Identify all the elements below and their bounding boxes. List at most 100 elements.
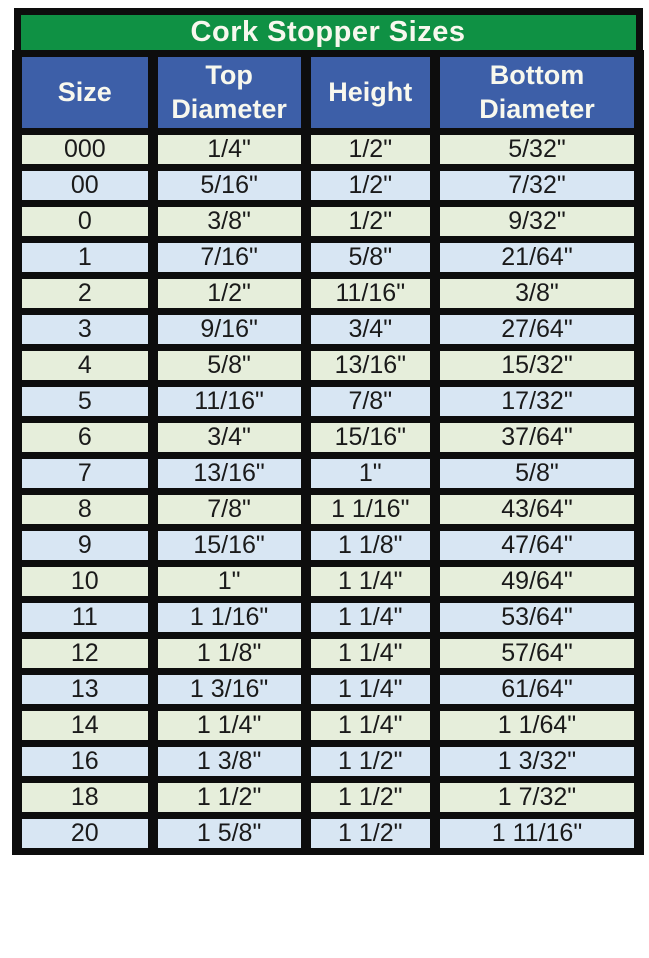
cell-top-diameter: 11/16" <box>147 380 311 423</box>
cell-bottom-diameter: 61/64" <box>429 668 645 711</box>
cell-bottom-diameter: 49/64" <box>429 560 645 603</box>
cell-top-diameter: 1 5/8" <box>147 812 311 855</box>
cell-bottom-diameter: 53/64" <box>429 596 645 639</box>
cell-top-diameter: 1 1/2" <box>147 776 311 819</box>
page: Cork Stopper Sizes Size Top Diameter Height… <box>12 8 645 855</box>
column-header-height: Height <box>300 50 440 135</box>
table-row: 5 11/16" 7/8" 17/32" <box>12 380 645 423</box>
table-row: 0 3/8" 1/2" 9/32" <box>12 200 645 243</box>
cell-top-diameter: 1" <box>147 560 311 603</box>
cell-bottom-diameter: 21/64" <box>429 236 645 279</box>
table-row: 18 1 1/2" 1 1/2" 1 7/32" <box>12 776 645 819</box>
table-row: 12 1 1/8" 1 1/4" 57/64" <box>12 632 645 675</box>
cell-top-diameter: 1 3/16" <box>147 668 311 711</box>
title-row: Cork Stopper Sizes <box>13 8 643 57</box>
cell-height: 1 1/4" <box>300 704 440 747</box>
cell-size: 0 <box>12 200 158 243</box>
cell-height: 1 1/4" <box>300 560 440 603</box>
cell-bottom-diameter: 9/32" <box>429 200 645 243</box>
cell-height: 3/4" <box>300 308 440 351</box>
cell-size: 000 <box>12 128 158 171</box>
cell-bottom-diameter: 7/32" <box>429 164 645 207</box>
cell-bottom-diameter: 17/32" <box>429 380 645 423</box>
table-row: 00 5/16" 1/2" 7/32" <box>12 164 645 207</box>
table-row: 9 15/16" 1 1/8" 47/64" <box>12 524 645 567</box>
table-row: 16 1 3/8" 1 1/2" 1 3/32" <box>12 740 645 783</box>
cell-top-diameter: 7/16" <box>147 236 311 279</box>
cell-bottom-diameter: 27/64" <box>429 308 645 351</box>
cell-bottom-diameter: 1 3/32" <box>429 740 645 783</box>
cell-size: 9 <box>12 524 158 567</box>
cell-size: 2 <box>12 272 158 315</box>
cell-bottom-diameter: 43/64" <box>429 488 645 531</box>
cell-height: 1 1/8" <box>300 524 440 567</box>
cell-height: 1 1/4" <box>300 632 440 675</box>
header-row: Size Top Diameter Height Bottom Diameter <box>12 50 645 135</box>
table-row: 000 1/4" 1/2" 5/32" <box>12 128 645 171</box>
cell-bottom-diameter: 47/64" <box>429 524 645 567</box>
cell-top-diameter: 15/16" <box>147 524 311 567</box>
cell-top-diameter: 1 3/8" <box>147 740 311 783</box>
cell-height: 13/16" <box>300 344 440 387</box>
cell-bottom-diameter: 1 7/32" <box>429 776 645 819</box>
cell-height: 11/16" <box>300 272 440 315</box>
cell-size: 8 <box>12 488 158 531</box>
cell-size: 18 <box>12 776 158 819</box>
cell-bottom-diameter: 1 11/16" <box>429 812 645 855</box>
table-row: 3 9/16" 3/4" 27/64" <box>12 308 645 351</box>
cell-top-diameter: 9/16" <box>147 308 311 351</box>
column-header-size: Size <box>12 50 158 135</box>
cell-top-diameter: 5/8" <box>147 344 311 387</box>
table-row: 2 1/2" 11/16" 3/8" <box>12 272 645 315</box>
cell-height: 1 1/4" <box>300 668 440 711</box>
cell-bottom-diameter: 15/32" <box>429 344 645 387</box>
cell-size: 12 <box>12 632 158 675</box>
cell-size: 5 <box>12 380 158 423</box>
cell-height: 1 1/2" <box>300 812 440 855</box>
cell-size: 14 <box>12 704 158 747</box>
table-row: 20 1 5/8" 1 1/2" 1 11/16" <box>12 812 645 855</box>
cell-height: 1/2" <box>300 128 440 171</box>
cork-stopper-size-table: Cork Stopper Sizes Size Top Diameter Height… <box>12 8 645 855</box>
cell-height: 7/8" <box>300 380 440 423</box>
cell-top-diameter: 13/16" <box>147 452 311 495</box>
column-header-line: Bottom <box>489 59 585 90</box>
cell-top-diameter: 1 1/4" <box>147 704 311 747</box>
cell-bottom-diameter: 3/8" <box>429 272 645 315</box>
cell-size: 1 <box>12 236 158 279</box>
table-row: 6 3/4" 15/16" 37/64" <box>12 416 645 459</box>
cell-size: 00 <box>12 164 158 207</box>
cell-height: 15/16" <box>300 416 440 459</box>
table-row: 8 7/8" 1 1/16" 43/64" <box>12 488 645 531</box>
cell-height: 1 1/2" <box>300 740 440 783</box>
cell-top-diameter: 3/8" <box>147 200 311 243</box>
column-header-line: Diameter <box>171 93 287 124</box>
cell-size: 3 <box>12 308 158 351</box>
table-title: Cork Stopper Sizes <box>13 8 643 57</box>
cell-bottom-diameter: 5/32" <box>429 128 645 171</box>
cell-size: 10 <box>12 560 158 603</box>
cell-height: 1 1/2" <box>300 776 440 819</box>
column-header-line: Top <box>205 59 253 90</box>
cell-top-diameter: 1/2" <box>147 272 311 315</box>
table-row: 11 1 1/16" 1 1/4" 53/64" <box>12 596 645 639</box>
column-header-line: Size <box>57 76 112 107</box>
cell-top-diameter: 1 1/16" <box>147 596 311 639</box>
cell-bottom-diameter: 5/8" <box>429 452 645 495</box>
table-row: 14 1 1/4" 1 1/4" 1 1/64" <box>12 704 645 747</box>
table-row: 4 5/8" 13/16" 15/32" <box>12 344 645 387</box>
cell-top-diameter: 1/4" <box>147 128 311 171</box>
cell-height: 1 1/4" <box>300 596 440 639</box>
column-header-line: Diameter <box>479 93 595 124</box>
cell-height: 1 1/16" <box>300 488 440 531</box>
cell-bottom-diameter: 1 1/64" <box>429 704 645 747</box>
table-row: 13 1 3/16" 1 1/4" 61/64" <box>12 668 645 711</box>
cell-top-diameter: 7/8" <box>147 488 311 531</box>
cell-top-diameter: 1 1/8" <box>147 632 311 675</box>
cell-height: 1/2" <box>300 200 440 243</box>
cell-size: 16 <box>12 740 158 783</box>
cell-height: 5/8" <box>300 236 440 279</box>
cell-bottom-diameter: 37/64" <box>429 416 645 459</box>
cell-size: 6 <box>12 416 158 459</box>
column-header-line: Height <box>328 76 413 107</box>
